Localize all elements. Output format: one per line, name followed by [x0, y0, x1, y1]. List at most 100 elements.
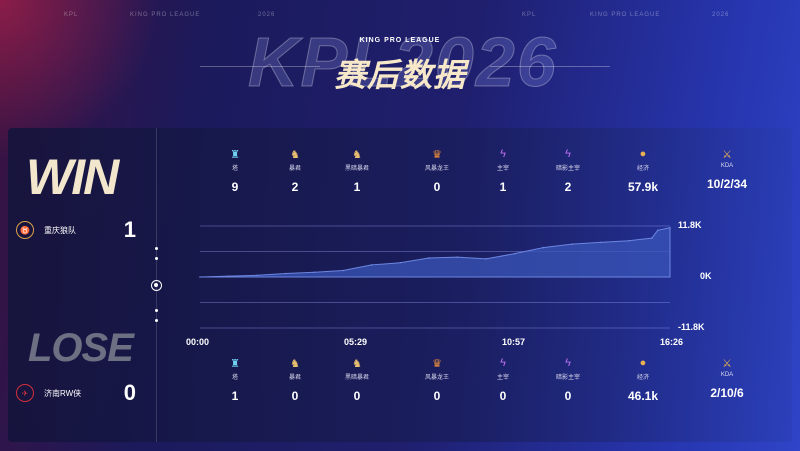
winner-stats: ♜ 塔 9 ♞ 暴君 2 ♞ 黑暗暴君 1 ♛ 风暴龙王 0 ϟ 主宰 1 ϟ 暗影主宰 2 ● 经济 57.9k ⚔ KD…: [0, 148, 780, 208]
y-tick-label: -11.8K: [678, 322, 705, 332]
stat-value: 0: [353, 389, 361, 403]
overlord-icon: ϟ: [500, 148, 506, 160]
stat-gold: ● 经济 46.1k: [613, 357, 673, 403]
stat-value: 2: [564, 180, 572, 194]
stat-sword: ⚔ KDA 2/10/6: [697, 357, 757, 400]
loser-stats: ♜ 塔 1 ♞ 暴君 0 ♞ 黑暗暴君 0 ♛ 风暴龙王 0 ϟ 主宰 0 ϟ 暗影主宰 0 ● 经济 46.1k ⚔ KD…: [0, 357, 780, 417]
stat-storm-dragon: ♛ 风暴龙王 0: [407, 357, 467, 403]
stat-label: 黑暗暴君: [344, 375, 369, 381]
stat-label: 塔: [231, 166, 238, 172]
dark-tyrant-icon: ♞: [352, 358, 362, 370]
rw-logo-icon: ✈: [16, 384, 34, 402]
x-tick-label: 16:26: [660, 337, 684, 347]
stat-overlord: ϟ 主宰 0: [473, 357, 533, 403]
y-tick-label: 11.8K: [678, 220, 702, 230]
data-point: [599, 241, 602, 244]
data-point: [571, 243, 573, 245]
data-point: [485, 258, 487, 260]
stats-panel: [8, 128, 792, 442]
loser-team: ✈ 济南RW侠 0: [16, 380, 136, 406]
team-score: 0: [123, 380, 136, 405]
timeline-handle[interactable]: [151, 280, 162, 291]
tyrant-icon: ♞: [290, 149, 300, 161]
divider: [490, 66, 610, 67]
data-point: [285, 272, 287, 275]
tower-icon: ♜: [230, 358, 240, 370]
watermark: KPL2026: [248, 23, 558, 102]
wolf-logo-icon: ♉: [16, 221, 34, 239]
stat-label: 风暴龙王: [424, 375, 449, 381]
x-tick-label: 10:57: [502, 337, 526, 347]
stat-label: 暴君: [288, 166, 301, 172]
stat-value: 0: [433, 389, 441, 403]
stat-label: 风暴龙王: [424, 166, 449, 172]
stat-value: 0: [433, 180, 441, 194]
data-point: [513, 252, 516, 255]
team-name: 重庆狼队: [44, 225, 76, 235]
stat-label: 暗影主宰: [555, 375, 580, 381]
gold-diff-area: [199, 227, 671, 278]
header-tag: KPL: [64, 12, 79, 18]
header-tag: KPL: [522, 12, 537, 18]
stat-value: 46.1k: [627, 389, 659, 403]
stat-shadow-overlord: ϟ 暗影主宰 0: [538, 357, 598, 403]
sword-icon: ⚔: [722, 149, 732, 161]
x-tick-label: 05:29: [344, 337, 368, 347]
stat-dark-tyrant: ♞ 黑暗暴君 1: [327, 148, 387, 194]
stat-label: 塔: [231, 375, 238, 381]
gold-icon: ●: [639, 148, 647, 160]
header-tag: KING PRO LEAGUE: [130, 12, 201, 18]
stat-tyrant: ♞ 暴君 0: [265, 357, 325, 403]
data-point: [428, 257, 430, 259]
divider: [200, 66, 320, 67]
stat-value: 1: [499, 180, 507, 194]
stat-dark-tyrant: ♞ 黑暗暴君 0: [327, 357, 387, 403]
data-point: [628, 239, 630, 242]
stat-label: 经济: [636, 166, 649, 172]
stat-shadow-overlord: ϟ 暗影主宰 2: [538, 148, 598, 194]
stat-tower: ♜ 塔 9: [205, 148, 265, 194]
stat-label: 暴君: [288, 375, 301, 381]
data-point: [342, 269, 344, 272]
timeline-dot: [155, 257, 158, 260]
sword-icon: ⚔: [722, 358, 732, 370]
stat-value: 9: [231, 180, 239, 194]
storm-dragon-icon: ♛: [432, 358, 442, 370]
timeline-dot: [155, 247, 158, 250]
data-point: [370, 264, 373, 266]
gold-difference-chart: [199, 225, 671, 329]
stat-value: 2: [291, 180, 299, 194]
data-point: [542, 246, 545, 249]
stat-label: 经济: [636, 375, 649, 381]
stat-overlord: ϟ 主宰 1: [473, 148, 533, 194]
team-name: 济南RW侠: [44, 388, 82, 398]
data-point: [456, 256, 459, 258]
subtitle: KING PRO LEAGUE: [359, 37, 441, 44]
stat-tyrant: ♞ 暴君 2: [265, 148, 325, 194]
data-point: [656, 229, 659, 232]
data-point: [256, 274, 259, 277]
data-point: [651, 237, 653, 239]
stat-value: 0: [291, 389, 299, 403]
stat-label: KDA: [720, 163, 734, 169]
data-point: [227, 275, 230, 277]
tyrant-icon: ♞: [290, 358, 300, 370]
stat-label: 暗影主宰: [555, 166, 580, 172]
shadow-overlord-icon: ϟ: [565, 148, 571, 160]
stat-value: 1: [353, 180, 361, 194]
data-point: [669, 226, 671, 229]
lose-label: LOSE: [28, 326, 134, 370]
page-title: 赛后数据: [333, 57, 466, 93]
stat-gold: ● 经济 57.9k: [613, 148, 673, 194]
stat-sword: ⚔ KDA 10/2/34: [697, 148, 757, 191]
data-point: [313, 271, 316, 274]
timeline-dot: [155, 309, 158, 312]
dark-tyrant-icon: ♞: [352, 149, 362, 161]
stat-tower: ♜ 塔 1: [205, 357, 265, 403]
gold-icon: ●: [639, 357, 647, 369]
stat-storm-dragon: ♛ 风暴龙王 0: [407, 148, 467, 194]
shadow-overlord-icon: ϟ: [565, 357, 571, 369]
stat-label: KDA: [720, 372, 734, 378]
stat-label: 黑暗暴君: [344, 166, 369, 172]
stat-label: 主宰: [496, 375, 509, 381]
